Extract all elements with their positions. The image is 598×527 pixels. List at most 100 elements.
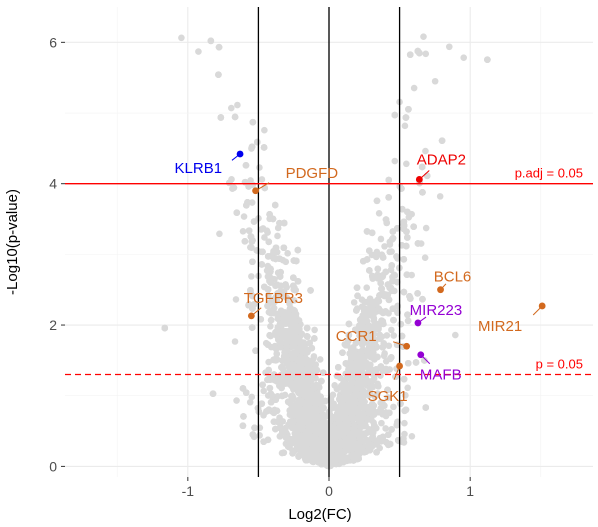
gene-point xyxy=(270,304,278,312)
gene-point xyxy=(431,77,439,85)
gene-point xyxy=(420,33,427,40)
gene-point xyxy=(251,424,258,432)
gene-point xyxy=(388,326,395,334)
gene-point xyxy=(377,279,384,287)
gene-point xyxy=(373,448,380,456)
gene-point xyxy=(401,392,409,399)
gene-point xyxy=(258,261,266,268)
gene-point xyxy=(282,281,289,288)
gene-point xyxy=(178,34,185,42)
gene-point xyxy=(249,118,257,126)
gene-point xyxy=(231,338,239,345)
gene-point xyxy=(390,332,398,339)
gene-point xyxy=(369,313,377,321)
gene-point xyxy=(260,387,268,395)
gene-point xyxy=(339,349,346,356)
gene-point xyxy=(393,278,401,286)
gene-point xyxy=(369,400,376,408)
gene-point xyxy=(232,296,240,303)
gene-point xyxy=(273,350,281,358)
gene-point xyxy=(247,177,254,184)
gene-point xyxy=(366,267,373,274)
gene-point xyxy=(404,384,411,392)
gene-point xyxy=(239,228,247,235)
gene-point xyxy=(266,211,273,218)
gene-point xyxy=(436,193,444,200)
gene-point xyxy=(421,254,429,262)
gene-point xyxy=(391,272,399,279)
gene-point xyxy=(422,50,430,58)
gene-point xyxy=(264,341,272,348)
gene-point xyxy=(380,409,388,417)
gene-point xyxy=(269,215,277,223)
gene-point xyxy=(307,287,314,294)
gene-point xyxy=(267,398,275,406)
gene-point xyxy=(375,209,383,217)
gene-point xyxy=(256,432,263,439)
gene-point xyxy=(422,404,430,411)
gene-point xyxy=(375,383,382,390)
gene-point xyxy=(397,320,405,328)
gene-point xyxy=(383,332,391,339)
gene-point xyxy=(390,403,397,411)
gene-point xyxy=(418,163,426,171)
gene-point xyxy=(245,227,253,234)
gene-point xyxy=(270,418,278,426)
gene-point xyxy=(240,213,248,220)
gene-point xyxy=(408,433,416,440)
gene-point xyxy=(294,246,302,254)
gene-point xyxy=(284,250,291,257)
gene-point xyxy=(406,51,414,58)
gene-point xyxy=(345,320,353,328)
gene-point xyxy=(405,105,412,113)
gene-point xyxy=(385,176,393,184)
background-points xyxy=(161,33,491,470)
gene-point xyxy=(400,288,408,296)
gene-point xyxy=(422,224,430,232)
gene-point xyxy=(215,43,223,51)
gene-point xyxy=(385,342,393,350)
gene-point xyxy=(385,194,392,201)
gene-point xyxy=(260,144,268,151)
gene-point xyxy=(382,425,389,432)
gene-point xyxy=(267,323,274,330)
gene-point xyxy=(265,292,272,299)
gene-point xyxy=(263,227,271,234)
gene-point xyxy=(267,332,274,340)
gene-point xyxy=(278,384,285,392)
gene-point xyxy=(363,284,371,291)
gene-point xyxy=(228,104,235,112)
gene-point xyxy=(388,426,395,433)
gene-point xyxy=(369,383,377,391)
gene-point xyxy=(287,343,295,351)
gene-point xyxy=(233,397,240,404)
gene-point xyxy=(414,290,421,297)
gene-point xyxy=(256,164,263,171)
gene-point xyxy=(250,218,258,225)
gene-point xyxy=(274,232,281,240)
gene-point xyxy=(460,54,468,61)
gene-point xyxy=(401,122,409,130)
gene-point xyxy=(352,339,360,346)
gene-point xyxy=(261,234,268,241)
gene-point xyxy=(207,37,215,45)
gene-point xyxy=(258,400,266,407)
gene-point xyxy=(265,358,272,366)
gene-point xyxy=(402,406,410,414)
gene-point xyxy=(445,43,453,51)
gene-point xyxy=(248,199,256,206)
gene-point xyxy=(410,223,417,231)
gene-point xyxy=(290,297,298,304)
gene-point xyxy=(404,317,412,325)
gene-point xyxy=(399,205,406,213)
gene-point xyxy=(332,404,339,411)
gene-point xyxy=(249,258,256,266)
gene-point xyxy=(381,243,388,250)
gene-point xyxy=(452,331,459,339)
gene-point xyxy=(248,393,256,401)
gene-point xyxy=(304,333,311,340)
gene-point xyxy=(377,235,385,243)
gene-point xyxy=(248,273,255,280)
gene-point xyxy=(242,389,250,396)
